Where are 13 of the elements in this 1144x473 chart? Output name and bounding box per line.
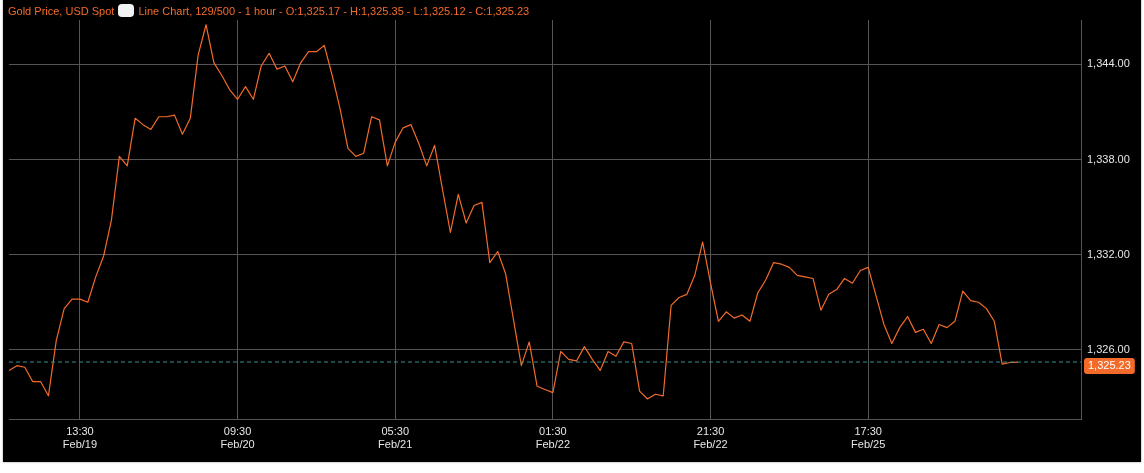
x-tick-label: 21:30 Feb/22 [693,425,728,451]
chart-subtitle: Line Chart, 129/500 - 1 hour - O:1,325.17 - H:1,325.35 - L:1,325.12 - C:1,325.23 [138,4,530,17]
y-tick-label: 1,326.00 [1087,342,1130,355]
chart-title: Gold Price, USD Spot [8,4,115,17]
y-tick-label: 1,332.00 [1087,247,1130,260]
x-tick-label: 09:30 Feb/20 [220,425,255,451]
ref-line-label: 1,325.23 [1088,359,1131,372]
x-tick-label: 01:30 Feb/22 [535,425,571,451]
x-tick-label: 05:30 Feb/21 [378,425,413,451]
x-tick-label: 13:30 Feb/19 [62,425,98,451]
x-tick-label: 17:30 Feb/25 [851,425,886,451]
y-tick-label: 1,338.00 [1087,152,1130,165]
y-tick-label: 1,344.00 [1087,57,1130,70]
